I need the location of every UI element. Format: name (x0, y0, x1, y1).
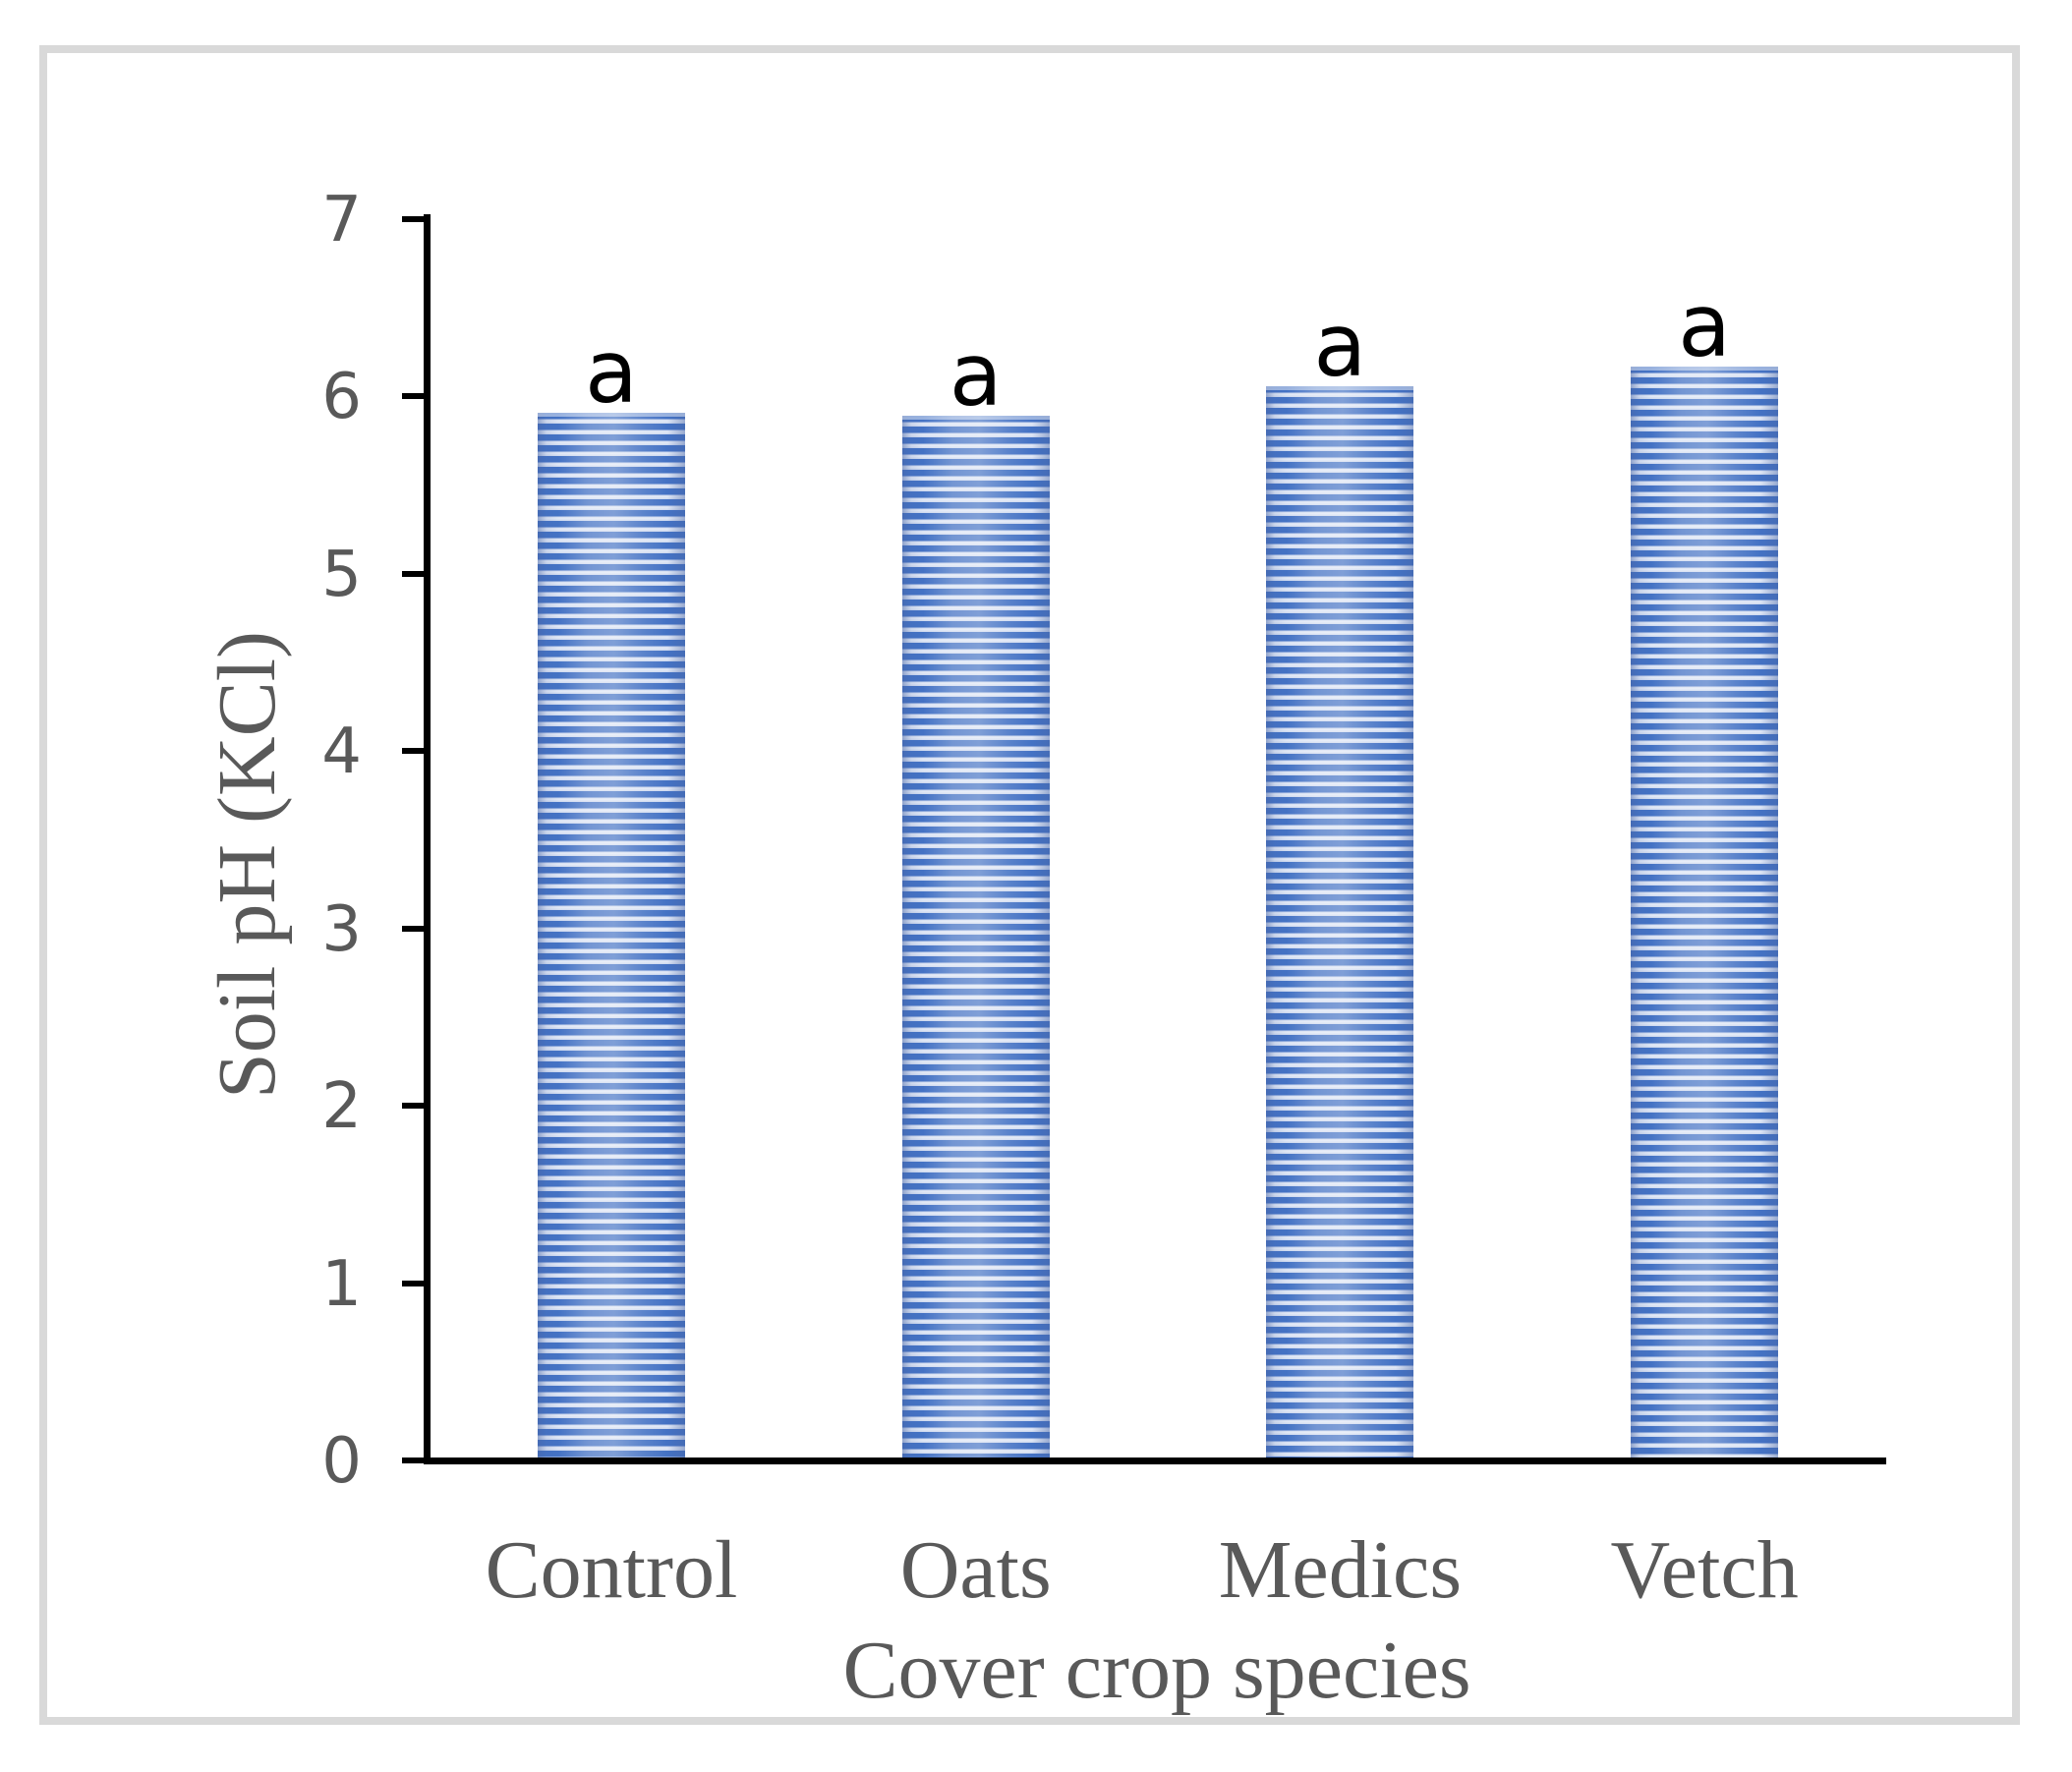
bar-significance-label: a (1313, 294, 1367, 396)
y-tick-6 (402, 393, 428, 400)
bar-significance-label: a (585, 320, 638, 423)
bar-control (538, 412, 685, 1460)
y-tick-label-0: 0 (321, 1425, 362, 1498)
y-tick-label-7: 7 (321, 183, 362, 257)
y-tick-label-2: 2 (321, 1070, 362, 1144)
x-axis-title: Cover crop species (842, 1625, 1471, 1716)
y-tick-label-3: 3 (321, 892, 362, 966)
y-tick-7 (402, 215, 428, 222)
y-tick-label-6: 6 (321, 361, 362, 434)
y-tick-label-1: 1 (321, 1247, 362, 1321)
category-label-oats: Oats (899, 1524, 1052, 1616)
category-label-vetch: Vetch (1610, 1524, 1799, 1616)
y-tick-label-4: 4 (321, 715, 362, 789)
y-tick-0 (402, 1458, 428, 1463)
category-label-medics: Medics (1218, 1524, 1463, 1616)
y-axis-title: Soil pH (KCl) (201, 630, 293, 1100)
y-tick-1 (402, 1280, 428, 1286)
bar-medics (1266, 385, 1414, 1460)
figure-frame (39, 45, 2020, 1725)
category-label-control: Control (485, 1524, 738, 1616)
y-axis-line (424, 214, 431, 1464)
y-tick-3 (402, 925, 428, 932)
y-tick-label-5: 5 (321, 538, 362, 611)
bar-oats (901, 416, 1050, 1460)
y-tick-2 (402, 1103, 428, 1110)
x-axis-line (424, 1458, 1886, 1464)
bar-vetch (1631, 366, 1779, 1460)
bar-significance-label: a (1678, 274, 1732, 376)
y-tick-4 (402, 748, 428, 755)
y-tick-5 (402, 570, 428, 577)
bar-significance-label: a (949, 324, 1003, 427)
